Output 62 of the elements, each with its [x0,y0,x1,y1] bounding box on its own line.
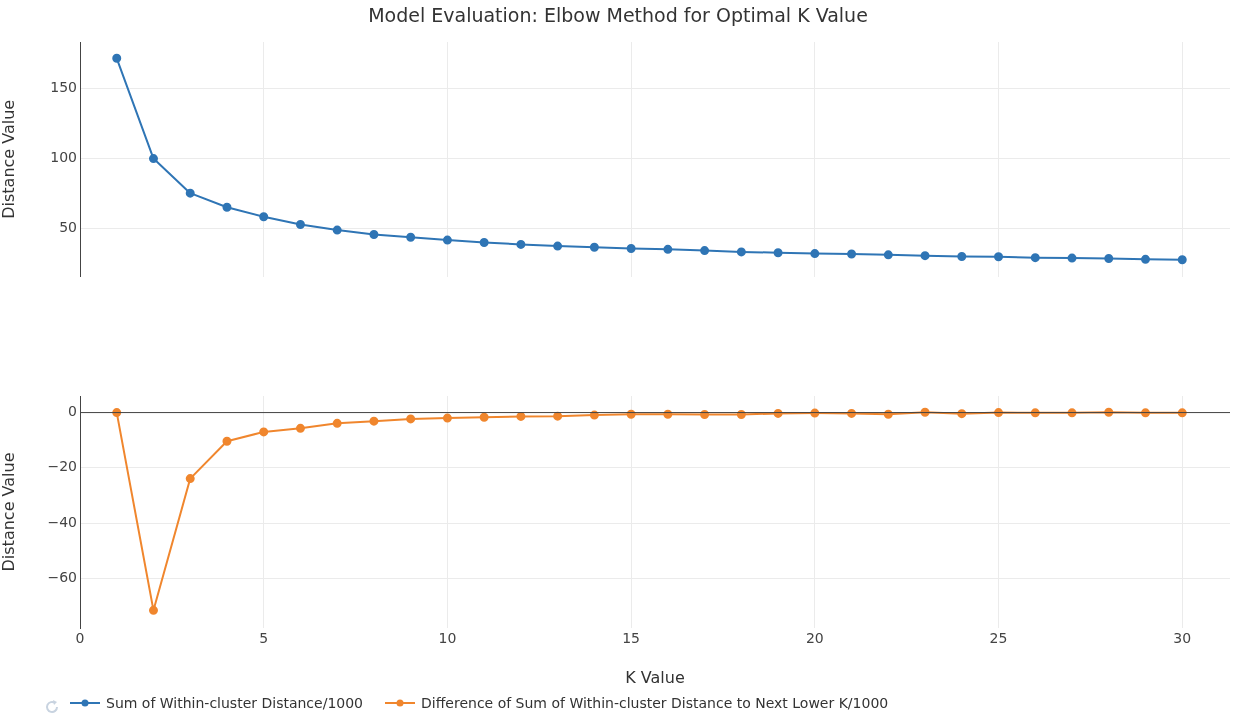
point [406,232,416,242]
point [847,249,857,259]
point [369,416,379,426]
point [920,251,930,261]
point [479,412,489,422]
point [148,154,158,164]
x-tick-label: 20 [805,630,824,647]
y-axis-title: Distance Value [0,452,18,572]
point [589,410,599,420]
y-tick-label: 0 [68,403,77,420]
point [295,219,305,229]
point [442,413,452,423]
point [369,229,379,239]
point [259,427,269,437]
point [1104,253,1114,263]
y-axis-title: Distance Value [0,99,18,219]
point [112,53,122,63]
point [773,248,783,258]
point [259,212,269,222]
point [516,411,526,421]
point [810,249,820,259]
point [1177,255,1187,265]
x-tick-label: 15 [622,630,641,647]
x-tick-label: 10 [438,630,457,647]
point [589,242,599,252]
y-tick-label: 50 [59,219,77,236]
point [479,237,489,247]
x-tick-label: 25 [989,630,1008,647]
point [1030,253,1040,263]
y-tick-label: 150 [50,79,77,95]
point [700,246,710,256]
point [185,474,195,484]
legend-label: Difference of Sum of Within-cluster Distance to Next Lower K/1000 [421,695,889,711]
point [222,202,232,212]
point [663,244,673,254]
point [957,252,967,262]
x-axis-title: K Value [625,667,685,687]
legend-label: Sum of Within-cluster Distance/1000 [106,695,364,711]
point [1067,253,1077,263]
point [332,418,342,428]
point [295,423,305,433]
y-tick-label: −20 [47,458,77,475]
point [883,250,893,260]
point [736,247,746,257]
y-tick-label: −40 [47,513,77,530]
point [1140,254,1150,264]
point [185,188,195,198]
point [332,225,342,235]
y-tick-label: 100 [50,149,77,166]
point [406,414,416,424]
point [442,235,452,245]
point [553,241,563,251]
point [148,605,158,615]
x-tick-label: 5 [259,630,269,647]
point [516,239,526,249]
point [222,436,232,446]
point [626,244,636,253]
chart-title: Model Evaluation: Elbow Method for Optimal K Value [367,4,869,26]
x-tick-label: 30 [1173,630,1192,647]
point [553,411,563,421]
y-tick-label: −60 [47,568,77,585]
point [994,252,1004,262]
